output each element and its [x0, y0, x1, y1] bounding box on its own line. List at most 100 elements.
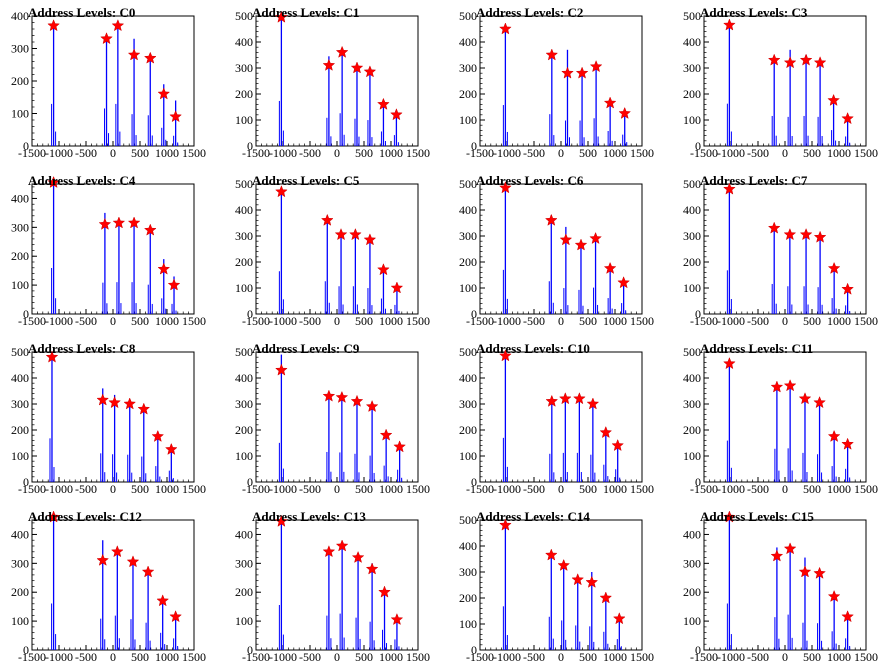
y-tick-label: 300	[235, 397, 253, 411]
y-tick-label: 100	[235, 614, 253, 628]
y-tick-label: 200	[235, 255, 253, 269]
peak-marker-star	[499, 181, 512, 194]
x-tick-label: -1500	[466, 146, 494, 160]
x-tick-label: -500	[75, 146, 97, 160]
chart-panel-4: 0 100 200 300 400 -1500 -1000 -500 0 500 1000 1500 A…	[0, 168, 224, 336]
x-tick-label: 1000	[379, 650, 403, 664]
x-tick-label: -1500	[242, 314, 270, 328]
chart-svg-10: 0 100 200 300 400 500 -1500 -1000 -500 0 500 1000 15…	[459, 345, 654, 496]
chart-panel-7: 0 100 200 300 400 500 -1500 -1000 -500 0 500 1000 15…	[672, 168, 896, 336]
x-tick-label: 1500	[182, 482, 206, 496]
x-tick-label: 500	[131, 314, 149, 328]
peak-marker-star	[169, 610, 182, 623]
x-tick-label: 1500	[630, 650, 654, 664]
y-tick-label: 300	[11, 220, 29, 234]
chart-svg-5: 0 100 200 300 400 500 -1500 -1000 -500 0 500 1000 15…	[235, 177, 430, 328]
peak-marker-star	[813, 56, 827, 69]
peak-marker-star	[127, 48, 141, 61]
x-tick-label: 1500	[854, 314, 878, 328]
peak-marker-star	[599, 591, 613, 604]
axes-frame	[255, 183, 419, 315]
x-tick-label: -1500	[690, 314, 718, 328]
x-tick-label: 0	[782, 314, 788, 328]
x-tick-label: 0	[110, 314, 116, 328]
x-tick-label: 1000	[603, 650, 627, 664]
panel-title: Address Levels: C8	[28, 341, 136, 356]
peak-marker-star	[612, 612, 626, 625]
chart-panel-10: 0 100 200 300 400 500 -1500 -1000 -500 0 500 1000 15…	[448, 336, 672, 504]
peak-marker-star	[723, 182, 736, 195]
peak-marker-star	[618, 106, 632, 119]
peak-marker-star	[723, 357, 736, 370]
peak-marker-star	[599, 425, 613, 439]
x-tick-label: 1000	[827, 482, 851, 496]
peak-marker-star	[799, 228, 813, 241]
x-tick-label: -1000	[717, 482, 745, 496]
y-tick-label: 400	[683, 371, 701, 385]
panel-title: Address Levels: C5	[252, 173, 360, 188]
peak-marker-star	[110, 545, 124, 558]
y-tick-label: 100	[683, 449, 701, 463]
peak-marker-star	[349, 228, 362, 241]
y-tick-label: 500	[683, 177, 701, 191]
x-tick-label: 1000	[155, 650, 179, 664]
y-tick-label: 200	[683, 87, 701, 101]
y-tick-label: 0	[247, 139, 253, 153]
peak-marker-star	[723, 18, 736, 31]
peak-marker-star	[365, 562, 379, 575]
peak-marker-star	[365, 399, 379, 413]
peak-marker-star	[98, 217, 112, 230]
y-tick-label: 400	[459, 35, 477, 49]
x-tick-label: 1000	[155, 146, 179, 160]
peak-marker-star	[499, 22, 512, 35]
y-tick-label: 0	[695, 475, 701, 489]
x-tick-label: 500	[131, 650, 149, 664]
x-tick-label: 0	[334, 650, 340, 664]
peak-marker-star	[559, 233, 573, 246]
x-tick-label: 0	[782, 482, 788, 496]
x-tick-label: 500	[355, 146, 373, 160]
peak-marker-star	[320, 213, 334, 226]
peak-marker-star	[770, 549, 784, 562]
x-tick-label: 500	[579, 146, 597, 160]
peak-marker-star	[151, 429, 165, 442]
y-tick-label: 300	[683, 397, 701, 411]
peak-marker-star	[557, 558, 571, 571]
chart-svg-7: 0 100 200 300 400 500 -1500 -1000 -500 0 500 1000 15…	[683, 177, 878, 328]
peak-marker-star	[45, 350, 59, 363]
x-tick-label: -1500	[466, 314, 494, 328]
peak-marker-star	[798, 565, 812, 578]
peak-marker-star	[558, 392, 572, 405]
y-tick-label: 0	[471, 643, 477, 657]
x-tick-label: -1500	[466, 482, 494, 496]
x-tick-label: -1500	[18, 314, 46, 328]
peak-marker-star	[390, 281, 404, 294]
peak-marker-star	[322, 389, 336, 402]
peak-marker-star	[544, 548, 558, 561]
x-tick-label: -1000	[717, 314, 745, 328]
peak-marker-star	[126, 555, 140, 568]
chart-svg-11: 0 100 200 300 400 500 -1500 -1000 -500 0 500 1000 15…	[683, 345, 878, 496]
y-tick-label: 100	[11, 449, 29, 463]
peak-marker-star	[545, 394, 559, 407]
y-tick-label: 400	[11, 371, 29, 385]
x-tick-label: 1500	[854, 146, 878, 160]
peak-marker-star	[275, 514, 288, 527]
x-tick-label: 0	[334, 314, 340, 328]
y-tick-label: 0	[23, 307, 29, 321]
y-tick-label: 400	[235, 527, 253, 541]
y-tick-label: 200	[11, 585, 29, 599]
peak-marker-star	[390, 108, 403, 121]
x-tick-label: 1500	[630, 146, 654, 160]
chart-svg-9: 0 100 200 300 400 500 -1500 -1000 -500 0 500 1000 15…	[235, 345, 430, 496]
peak-marker-star	[798, 392, 812, 405]
peak-marker-star	[335, 539, 349, 552]
y-tick-label: 300	[235, 61, 253, 75]
x-tick-label: -1000	[45, 314, 73, 328]
chart-panel-6: 0 100 200 300 400 500 -1500 -1000 -500 0 500 1000 15…	[448, 168, 672, 336]
axes-frame	[479, 15, 643, 147]
chart-panel-1: 0 100 200 300 400 500 -1500 -1000 -500 0 500 1000 15…	[224, 0, 448, 168]
y-tick-label: 300	[11, 397, 29, 411]
peak-marker-star	[783, 56, 797, 69]
